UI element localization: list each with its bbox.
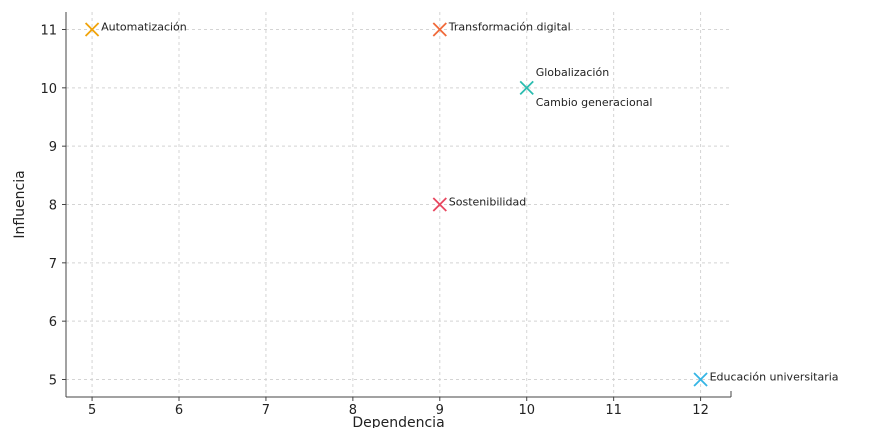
y-tick-label: 6 [49,315,57,330]
y-axis-title: Influencia [12,170,28,238]
data-point-marker [432,197,447,212]
point-labels: Automatización Transformación digital Glob… [101,21,838,384]
data-point-marker [432,22,447,37]
y-tick-label: 10 [40,82,57,97]
point-label: Sostenibilidad [449,196,526,209]
x-tick-label: 6 [175,403,183,418]
data-points [84,22,708,387]
point-label: Educación universitaria [710,371,839,384]
x-tick-label: 5 [88,403,96,418]
x-tick-label: 7 [262,403,270,418]
data-point-marker [84,22,100,37]
y-tick-label: 9 [49,140,57,155]
grid [66,12,731,397]
point-label: Globalización [536,66,609,79]
point-label: Transformación digital [448,21,571,34]
y-tick-label: 5 [49,374,57,389]
x-tick-label: 11 [605,403,622,418]
y-tick-label: 11 [40,24,57,39]
x-tick-label: 9 [436,403,444,418]
x-tick-label: 8 [349,403,357,418]
y-tick-label: 7 [49,257,57,272]
point-label: Automatización [101,21,187,34]
x-tick-label: 10 [518,403,535,418]
data-point-marker [519,80,534,95]
data-point-marker [693,372,708,387]
y-tick-label: 8 [49,199,57,214]
x-axis-title: Dependencia [352,415,444,428]
tick-labels: 5 6 7 8 9 10 11 12 5 6 7 8 9 10 11 [40,24,708,419]
x-tick-label: 12 [692,403,709,418]
point-label: Cambio generacional [536,96,653,109]
